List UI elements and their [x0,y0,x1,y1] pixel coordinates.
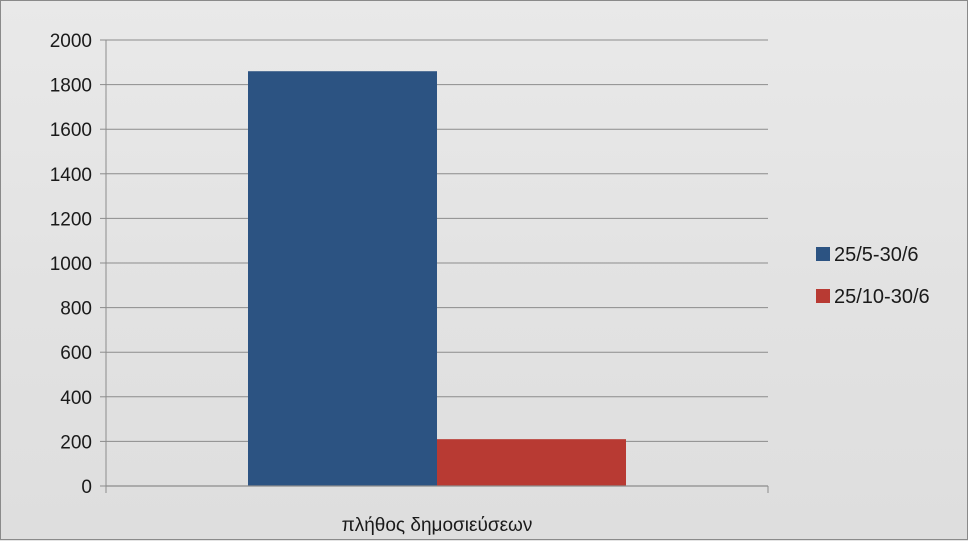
legend-swatch [816,247,830,261]
y-tick-label: 200 [60,432,92,453]
y-tick-label: 800 [60,299,92,320]
axes [105,40,769,493]
x-category-label: πλήθος δημοσιεύσεων [342,515,533,536]
y-axis-ticks: 0 200 400 600 800 1000 1200 1400 1600 1800 2000 [50,31,106,498]
x-axis-labels: πλήθος δημοσιεύσεων [342,515,533,536]
legend-label: 25/10-30/6 [834,286,930,308]
y-tick-label: 600 [60,343,92,364]
y-tick-label: 1800 [50,76,92,97]
y-tick-label: 1600 [50,120,92,141]
bars [248,71,626,486]
y-tick-label: 1200 [50,209,92,230]
y-tick-label: 1000 [50,254,92,275]
legend: 25/5-30/6 25/10-30/6 [816,244,930,308]
y-tick-label: 0 [81,477,92,498]
bar-25/10-30/6 [437,439,626,486]
y-tick-label: 400 [60,388,92,409]
bar-25/5-30/6 [248,71,437,486]
legend-swatch [816,289,830,303]
y-tick-label: 2000 [50,31,92,52]
y-tick-label: 1400 [50,165,92,186]
legend-label: 25/5-30/6 [834,244,919,266]
